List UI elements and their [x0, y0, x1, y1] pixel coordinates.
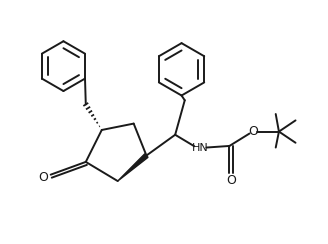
Polygon shape	[118, 154, 148, 181]
Text: O: O	[39, 171, 49, 184]
Text: O: O	[248, 125, 258, 138]
Text: O: O	[226, 173, 236, 187]
Text: HN: HN	[192, 142, 209, 152]
